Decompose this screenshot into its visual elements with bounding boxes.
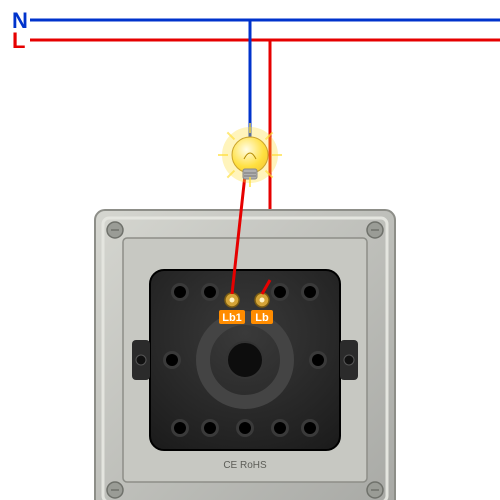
terminal-label-lb1: Lb1 — [222, 312, 242, 324]
live-label: L — [12, 28, 25, 53]
compliance-text: CE RoHS — [223, 460, 267, 471]
terminal-label-lb: Lb — [255, 312, 269, 324]
bulb-icon — [232, 137, 268, 173]
